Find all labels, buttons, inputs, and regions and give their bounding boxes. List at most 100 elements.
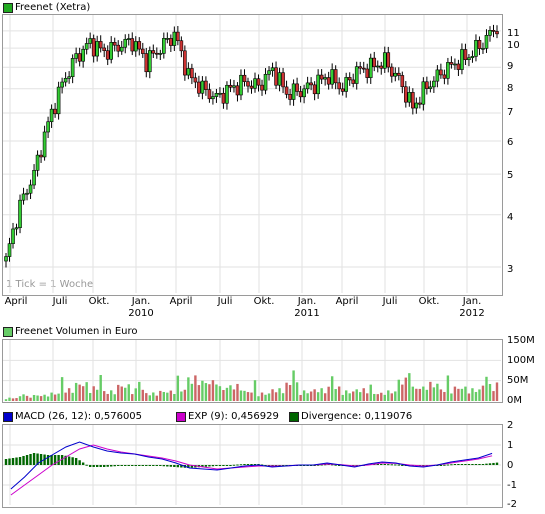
divergence-bar [39,454,43,465]
volume-bar [148,395,151,401]
divergence-bar [492,462,495,465]
divergence-bar [22,456,25,465]
price-candle [207,89,212,100]
macd-legend-swatch [3,412,13,422]
volume-bar [46,396,50,401]
divergence-bar [320,464,323,466]
price-candle [386,52,391,68]
price-candle [28,184,33,194]
volume-bar [285,382,288,401]
price-candle [179,40,184,52]
price-candle [63,77,68,83]
price-candle [270,67,275,72]
volume-bar [81,386,85,401]
volume-bar [257,396,260,401]
volume-bar [88,393,92,401]
x-label: Juli [382,296,398,307]
price-candle [18,199,22,228]
volume-bar [481,385,485,401]
volume-y-tick: 0M [507,395,522,406]
divergence-bar [211,465,215,467]
volume-bar [344,390,348,401]
price-candle [379,65,384,69]
volume-bar [15,398,18,401]
divergence-bar [376,464,379,465]
price-candle [404,86,408,103]
price-candle [225,84,229,104]
price-candle [418,102,422,105]
divergence-bar [446,464,450,466]
divergence-bar [225,465,229,466]
volume-bar [110,390,113,401]
volume-bar [348,393,351,401]
price-candle [330,69,334,85]
divergence-bar [131,465,134,466]
price-candle [354,66,359,84]
volume-bar [352,391,355,401]
x-label-year: 2012 [459,308,485,319]
volume-bar [131,394,134,401]
volume-bar [464,386,467,401]
divergence-bar [390,464,393,466]
volume-bar [53,394,57,401]
macd-y-tick: 0 [507,460,514,471]
divergence-bar [313,465,316,466]
volume-bar [485,376,488,401]
volume-bar [401,384,404,401]
volume-bar [355,389,358,401]
volume-bar [488,383,492,401]
volume-bar [99,375,102,401]
volume-bar [436,383,439,401]
volume-bar [288,385,292,401]
divergence-bar [120,465,123,466]
volume-bar [229,385,232,401]
price-candle [470,56,475,59]
volume-bar [162,391,166,401]
divergence-bar [113,465,116,467]
divergence-bar [457,464,460,465]
price-candle [165,38,170,40]
price-candle [190,68,194,79]
divergence-bar [187,465,190,468]
volume-bar [408,373,411,401]
price-candle [144,53,149,73]
volume-bar [103,391,106,401]
macd-legend-label: MACD (26, 12): 0,576005 [15,411,143,422]
price-candle [32,170,36,186]
divergence-bar [18,457,22,465]
volume-bar [457,388,460,401]
volume-bar [274,392,278,401]
divergence-bar [387,464,390,466]
divergence-bar [316,464,320,466]
divergence-bar [46,455,50,465]
price-candle [491,30,496,32]
price-candle [221,92,226,104]
divergence-bar [32,453,36,465]
price-candle [382,52,387,69]
volume-bar [250,392,253,401]
price-candle [56,86,61,115]
price-candle [277,72,282,86]
divergence-bar [25,455,29,465]
price-candle [340,88,345,92]
price-candle [449,62,454,65]
divergence-bar [488,463,492,465]
price-candle [214,93,219,97]
volume-bar [159,390,162,401]
divergence-bar [152,465,155,466]
volume-bar [239,390,243,401]
divergence-bar [180,465,183,468]
price-candle [488,30,492,36]
divergence-bar [467,464,471,465]
volume-bar [369,384,372,401]
price-candle [204,80,208,90]
volume-bar [194,375,197,401]
price-candle [74,53,78,59]
divergence-bar [471,464,474,465]
price-candle [81,48,85,62]
price-candle [477,39,482,49]
volume-bar [422,386,425,401]
volume-bar [152,392,155,401]
volume-bar [390,393,393,401]
price-candle [425,81,429,89]
